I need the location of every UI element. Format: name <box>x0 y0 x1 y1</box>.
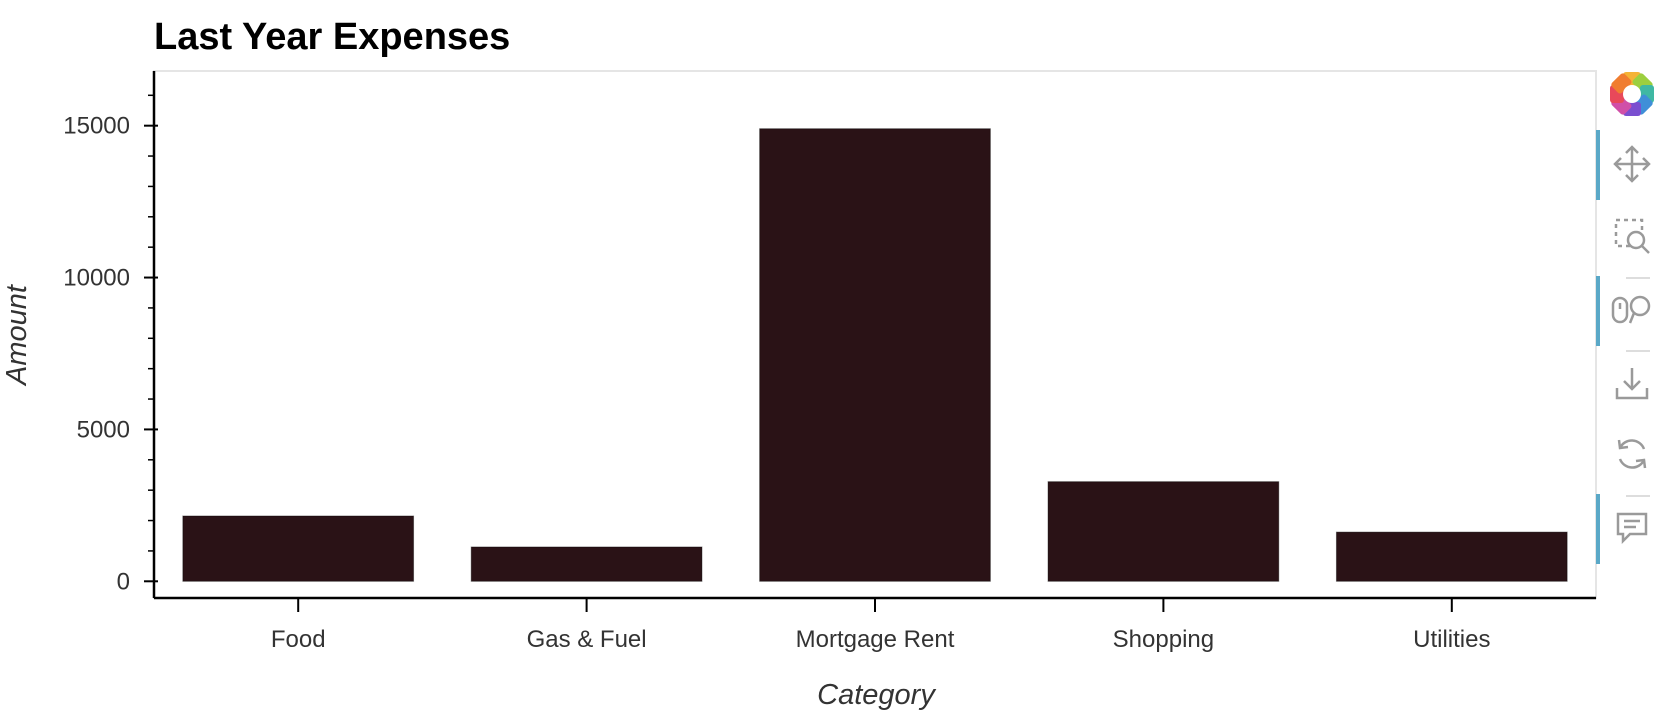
y-tick-label: 0 <box>117 568 130 595</box>
save-icon <box>1615 368 1649 400</box>
toolbar-separator <box>1626 350 1650 352</box>
x-tick-label: Mortgage Rent <box>796 626 955 653</box>
y-axis-label: Amount <box>1 283 33 387</box>
pan-tool-button[interactable] <box>1596 130 1668 200</box>
y-tick-label: 10000 <box>63 265 130 292</box>
bokeh-logo-icon[interactable] <box>1596 64 1668 124</box>
bar-mortgage-rent <box>759 128 991 582</box>
toolbar-separator <box>1626 495 1650 497</box>
y-axis: 0 5000 10000 15000 <box>63 71 158 598</box>
pan-icon <box>1613 145 1651 183</box>
bar-food <box>182 515 415 582</box>
hover-tool-button[interactable] <box>1596 494 1668 564</box>
wheel-zoom-tool-button[interactable] <box>1596 276 1668 346</box>
bar-shopping <box>1047 481 1280 582</box>
save-tool-button[interactable] <box>1596 354 1668 414</box>
bar-utilities <box>1335 531 1568 582</box>
box-zoom-tool-button[interactable] <box>1596 206 1668 266</box>
x-tick-label: Food <box>271 626 326 653</box>
chart-title: Last Year Expenses <box>154 16 510 58</box>
plot-toolbar <box>1596 64 1668 584</box>
x-axis: Food Gas & Fuel Mortgage Rent Shopping Utili… <box>154 596 1596 653</box>
bar-gas-fuel <box>470 546 703 582</box>
reset-tool-button[interactable] <box>1596 424 1668 484</box>
hover-icon <box>1616 512 1648 545</box>
box-zoom-icon <box>1614 218 1650 254</box>
x-axis-label: Category <box>817 679 936 710</box>
toolbar-separator <box>1626 277 1650 279</box>
y-tick-label: 15000 <box>63 113 130 140</box>
bars-group <box>182 128 1568 582</box>
y-tick-label: 5000 <box>77 416 130 443</box>
reset-icon <box>1617 439 1647 469</box>
wheel-zoom-icon <box>1611 295 1651 324</box>
x-tick-label: Shopping <box>1113 626 1214 653</box>
x-tick-label: Utilities <box>1413 626 1490 653</box>
x-tick-label: Gas & Fuel <box>527 626 647 653</box>
